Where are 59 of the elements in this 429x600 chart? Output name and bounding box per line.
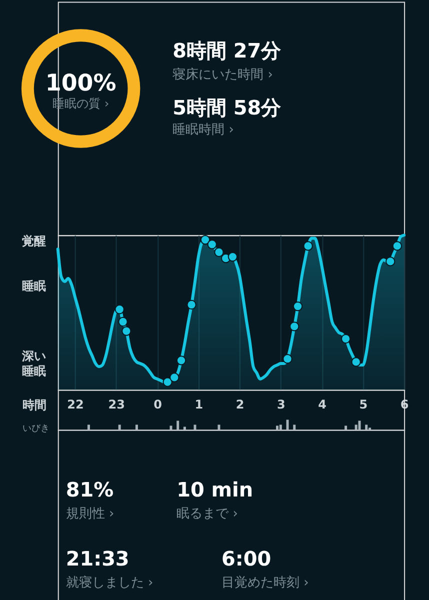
- text: 睡眠: [22, 279, 46, 294]
- text: 8時間 27分: [172, 38, 282, 63]
- bar: [218, 424, 220, 430]
- x-tick-label: 3: [276, 397, 286, 412]
- point: [292, 301, 303, 312]
- point: [118, 316, 128, 327]
- point: [386, 256, 396, 266]
- point: [176, 356, 186, 366]
- x-tick-label: 5: [359, 397, 368, 412]
- y-axis-title: いびき: [22, 424, 50, 434]
- x-tick-label: 22: [67, 397, 84, 412]
- point: [214, 247, 224, 257]
- point: [200, 234, 210, 245]
- point: [340, 334, 351, 344]
- text: 覚醒: [22, 234, 46, 248]
- bar: [276, 426, 278, 430]
- text: 規則性 ›: [66, 506, 114, 522]
- point: [186, 300, 196, 310]
- point: [114, 304, 124, 314]
- bar: [344, 426, 348, 430]
- x-tick-label: 0: [154, 397, 162, 412]
- bar: [365, 424, 368, 430]
- bar: [293, 424, 296, 430]
- text: 81%: [66, 478, 114, 502]
- bar: [354, 424, 358, 430]
- text: 10 min: [176, 478, 254, 502]
- point: [207, 240, 217, 250]
- bar: [279, 424, 282, 430]
- x-tick-label: 1: [194, 397, 204, 412]
- bar: [118, 424, 121, 430]
- x-axis-title: 時間: [22, 398, 46, 412]
- point: [122, 326, 132, 336]
- bar: [194, 424, 196, 430]
- point: [290, 322, 300, 332]
- text: 目覚めた時刻 ›: [221, 575, 309, 590]
- bar: [170, 426, 172, 430]
- text: 就寝しました ›: [66, 575, 154, 590]
- point: [228, 252, 238, 262]
- bar: [135, 424, 138, 430]
- point: [303, 241, 313, 251]
- text: 6:00: [221, 546, 272, 570]
- text: 5時間 58分: [172, 95, 282, 120]
- point: [170, 372, 180, 382]
- bar: [176, 420, 180, 430]
- bar: [183, 426, 186, 430]
- bar: [87, 424, 90, 430]
- text: 眠るまで ›: [176, 506, 238, 522]
- text: 深い睡眠: [20, 348, 46, 378]
- point: [392, 241, 402, 251]
- text: 睡眠時間 ›: [172, 122, 234, 138]
- point: [282, 354, 292, 364]
- text: 21:33: [66, 546, 130, 570]
- x-tick-label: 23: [108, 397, 125, 412]
- point: [162, 377, 172, 387]
- point: [351, 357, 361, 367]
- x-tick-label: 2: [236, 397, 244, 412]
- bar: [286, 420, 289, 430]
- text: 寝床にいた時間 ›: [172, 68, 273, 83]
- x-tick-label: 4: [318, 397, 326, 412]
